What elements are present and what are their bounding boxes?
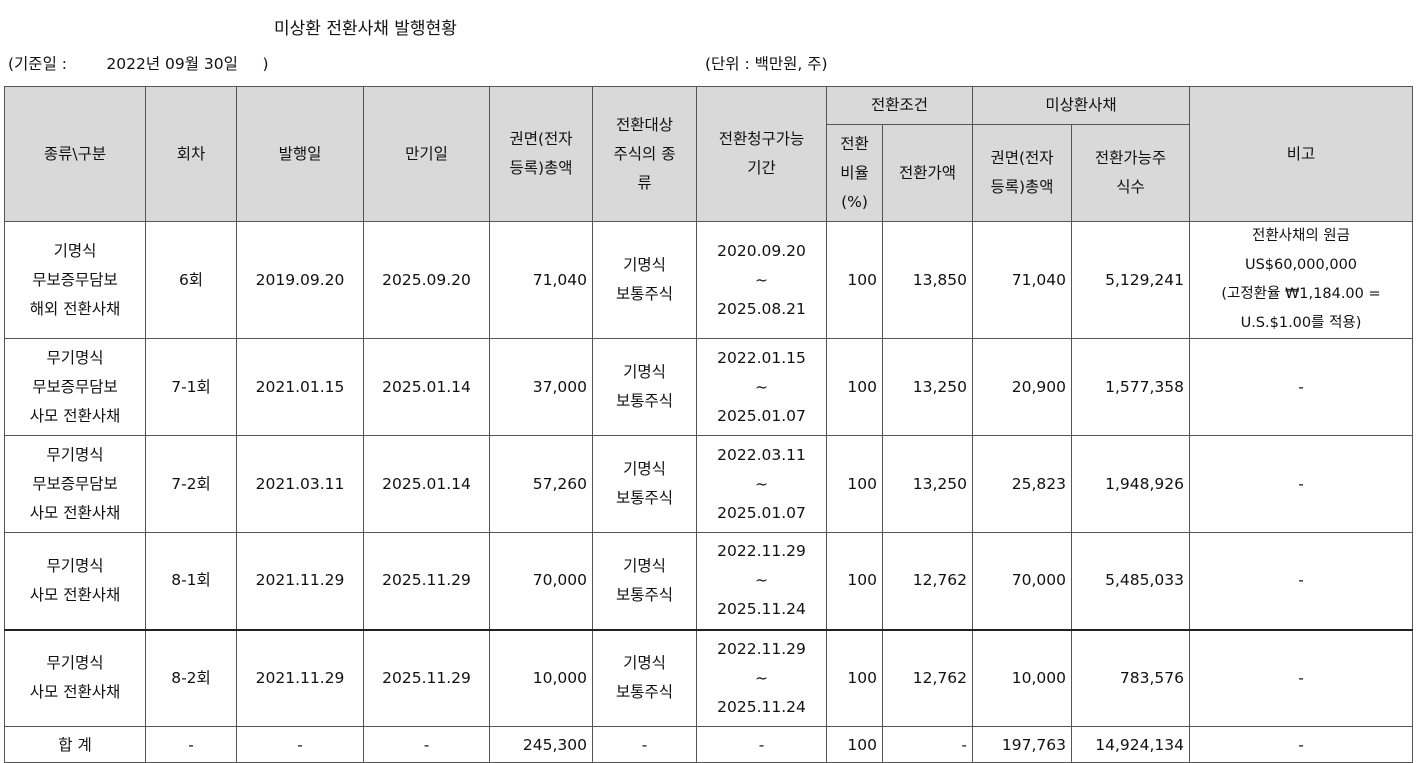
cell-issue-date: 2021.01.15 — [236, 338, 364, 436]
cell-round: 7-1회 — [145, 338, 237, 436]
cell-conversion-price: 12,762 — [882, 532, 973, 630]
total-conversion-ratio: 100 — [826, 726, 883, 763]
unit-label: (단위 : 백만원, 주) — [705, 55, 828, 73]
cell-issue-date: 2019.09.20 — [236, 221, 364, 339]
cell-maturity: 2025.11.29 — [363, 532, 490, 630]
cell-share-type: 기명식 보통주식 — [592, 221, 697, 339]
cell-type: 무기명식 사모 전환사채 — [4, 532, 146, 630]
cell-conversion-ratio: 100 — [826, 221, 883, 339]
cell-unredeemed-face: 70,000 — [972, 532, 1072, 630]
cell-share-type: 기명식 보통주식 — [592, 628, 697, 727]
cell-unredeemed-face: 20,900 — [972, 338, 1072, 436]
convertible-bond-table: 종류\구분 회차 발행일 만기일 권면(전자 등록)총액 전환대상 주식의 종 … — [4, 86, 1413, 763]
total-row: 합 계 - - - 245,300 - - 100 - 197,763 14,9… — [4, 726, 1413, 763]
cell-request-period: 2022.01.15 ~ 2025.01.07 — [696, 338, 827, 436]
cell-convertible-shares: 5,485,033 — [1071, 532, 1190, 630]
total-unredeemed-face: 197,763 — [972, 726, 1072, 763]
header-conversion-ratio: 전환 비율 (%) — [826, 124, 883, 222]
header-face-total: 권면(전자 등록)총액 — [489, 86, 593, 222]
cell-request-period: 2022.03.11 ~ 2025.01.07 — [696, 435, 827, 533]
cell-face-total: 71,040 — [489, 221, 593, 339]
cell-conversion-price: 13,250 — [882, 435, 973, 533]
base-date: (기준일 : 2022년 09월 30일 ) — [8, 55, 269, 73]
table-row: 무기명식 사모 전환사채 8-2회 2021.11.29 2025.11.29 … — [4, 628, 1413, 727]
header-type: 종류\구분 — [4, 86, 146, 222]
cell-remarks: 전환사채의 원금 US$60,000,000 (고정환율 ₩1,184.00 =… — [1189, 221, 1413, 339]
total-face-total: 245,300 — [489, 726, 593, 763]
total-convertible-shares: 14,924,134 — [1071, 726, 1190, 763]
cell-type: 무기명식 무보증무담보 사모 전환사채 — [4, 338, 146, 436]
header-issue-date: 발행일 — [236, 86, 364, 222]
cell-remarks: - — [1189, 435, 1413, 533]
table-row: 무기명식 사모 전환사채 8-1회 2021.11.29 2025.11.29 … — [4, 532, 1413, 630]
cell-convertible-shares: 5,129,241 — [1071, 221, 1190, 339]
total-label: 합 계 — [4, 726, 146, 763]
header-conversion-price: 전환가액 — [882, 124, 973, 222]
cell-maturity: 2025.01.14 — [363, 338, 490, 436]
header-remarks: 비고 — [1189, 86, 1413, 222]
cell-maturity: 2025.01.14 — [363, 435, 490, 533]
table-row: 기명식 무보증무담보 해외 전환사채 6회 2019.09.20 2025.09… — [4, 221, 1413, 339]
cell-request-period: 2020.09.20 ~ 2025.08.21 — [696, 221, 827, 339]
header-share-type: 전환대상 주식의 종 류 — [592, 86, 697, 222]
document-title: 미상환 전환사채 발행현황 — [274, 19, 457, 39]
cell-face-total: 37,000 — [489, 338, 593, 436]
header-maturity: 만기일 — [363, 86, 490, 222]
header-convertible-shares: 전환가능주 식수 — [1071, 124, 1190, 222]
header-unredeemed-face: 권면(전자 등록)총액 — [972, 124, 1072, 222]
total-round: - — [145, 726, 237, 763]
cell-unredeemed-face: 10,000 — [972, 628, 1072, 727]
cell-issue-date: 2021.11.29 — [236, 532, 364, 630]
cell-convertible-shares: 1,577,358 — [1071, 338, 1190, 436]
header-request-period: 전환청구가능 기간 — [696, 86, 827, 222]
cell-round: 8-1회 — [145, 532, 237, 630]
cell-conversion-ratio: 100 — [826, 338, 883, 436]
table-row: 무기명식 무보증무담보 사모 전환사채 7-1회 2021.01.15 2025… — [4, 338, 1413, 436]
cell-conversion-price: 13,850 — [882, 221, 973, 339]
total-remarks: - — [1189, 726, 1413, 763]
total-conversion-price: - — [882, 726, 973, 763]
cell-remarks: - — [1189, 628, 1413, 727]
cell-convertible-shares: 1,948,926 — [1071, 435, 1190, 533]
cell-conversion-price: 12,762 — [882, 628, 973, 727]
cell-face-total: 10,000 — [489, 628, 593, 727]
cell-share-type: 기명식 보통주식 — [592, 532, 697, 630]
cell-share-type: 기명식 보통주식 — [592, 338, 697, 436]
cell-round: 7-2회 — [145, 435, 237, 533]
total-share-type: - — [592, 726, 697, 763]
cell-round: 8-2회 — [145, 628, 237, 727]
cell-maturity: 2025.11.29 — [363, 628, 490, 727]
cell-share-type: 기명식 보통주식 — [592, 435, 697, 533]
cell-conversion-ratio: 100 — [826, 532, 883, 630]
cell-convertible-shares: 783,576 — [1071, 628, 1190, 727]
total-issue-date: - — [236, 726, 364, 763]
table-row: 무기명식 무보증무담보 사모 전환사채 7-2회 2021.03.11 2025… — [4, 435, 1413, 533]
cell-issue-date: 2021.11.29 — [236, 628, 364, 727]
cell-request-period: 2022.11.29 ~ 2025.11.24 — [696, 628, 827, 727]
total-request-period: - — [696, 726, 827, 763]
header-unredeemed: 미상환사채 — [972, 86, 1190, 125]
header-round: 회차 — [145, 86, 237, 222]
cell-conversion-ratio: 100 — [826, 628, 883, 727]
header-conversion-terms: 전환조건 — [826, 86, 973, 125]
cell-type: 무기명식 사모 전환사채 — [4, 628, 146, 727]
cell-conversion-price: 13,250 — [882, 338, 973, 436]
cell-conversion-ratio: 100 — [826, 435, 883, 533]
cell-remarks: - — [1189, 532, 1413, 630]
cell-maturity: 2025.09.20 — [363, 221, 490, 339]
cell-type: 무기명식 무보증무담보 사모 전환사채 — [4, 435, 146, 533]
cell-round: 6회 — [145, 221, 237, 339]
cell-remarks: - — [1189, 338, 1413, 436]
total-maturity: - — [363, 726, 490, 763]
cell-face-total: 70,000 — [489, 532, 593, 630]
cell-issue-date: 2021.03.11 — [236, 435, 364, 533]
cell-unredeemed-face: 71,040 — [972, 221, 1072, 339]
cell-unredeemed-face: 25,823 — [972, 435, 1072, 533]
cell-request-period: 2022.11.29 ~ 2025.11.24 — [696, 532, 827, 630]
cell-face-total: 57,260 — [489, 435, 593, 533]
cell-type: 기명식 무보증무담보 해외 전환사채 — [4, 221, 146, 339]
